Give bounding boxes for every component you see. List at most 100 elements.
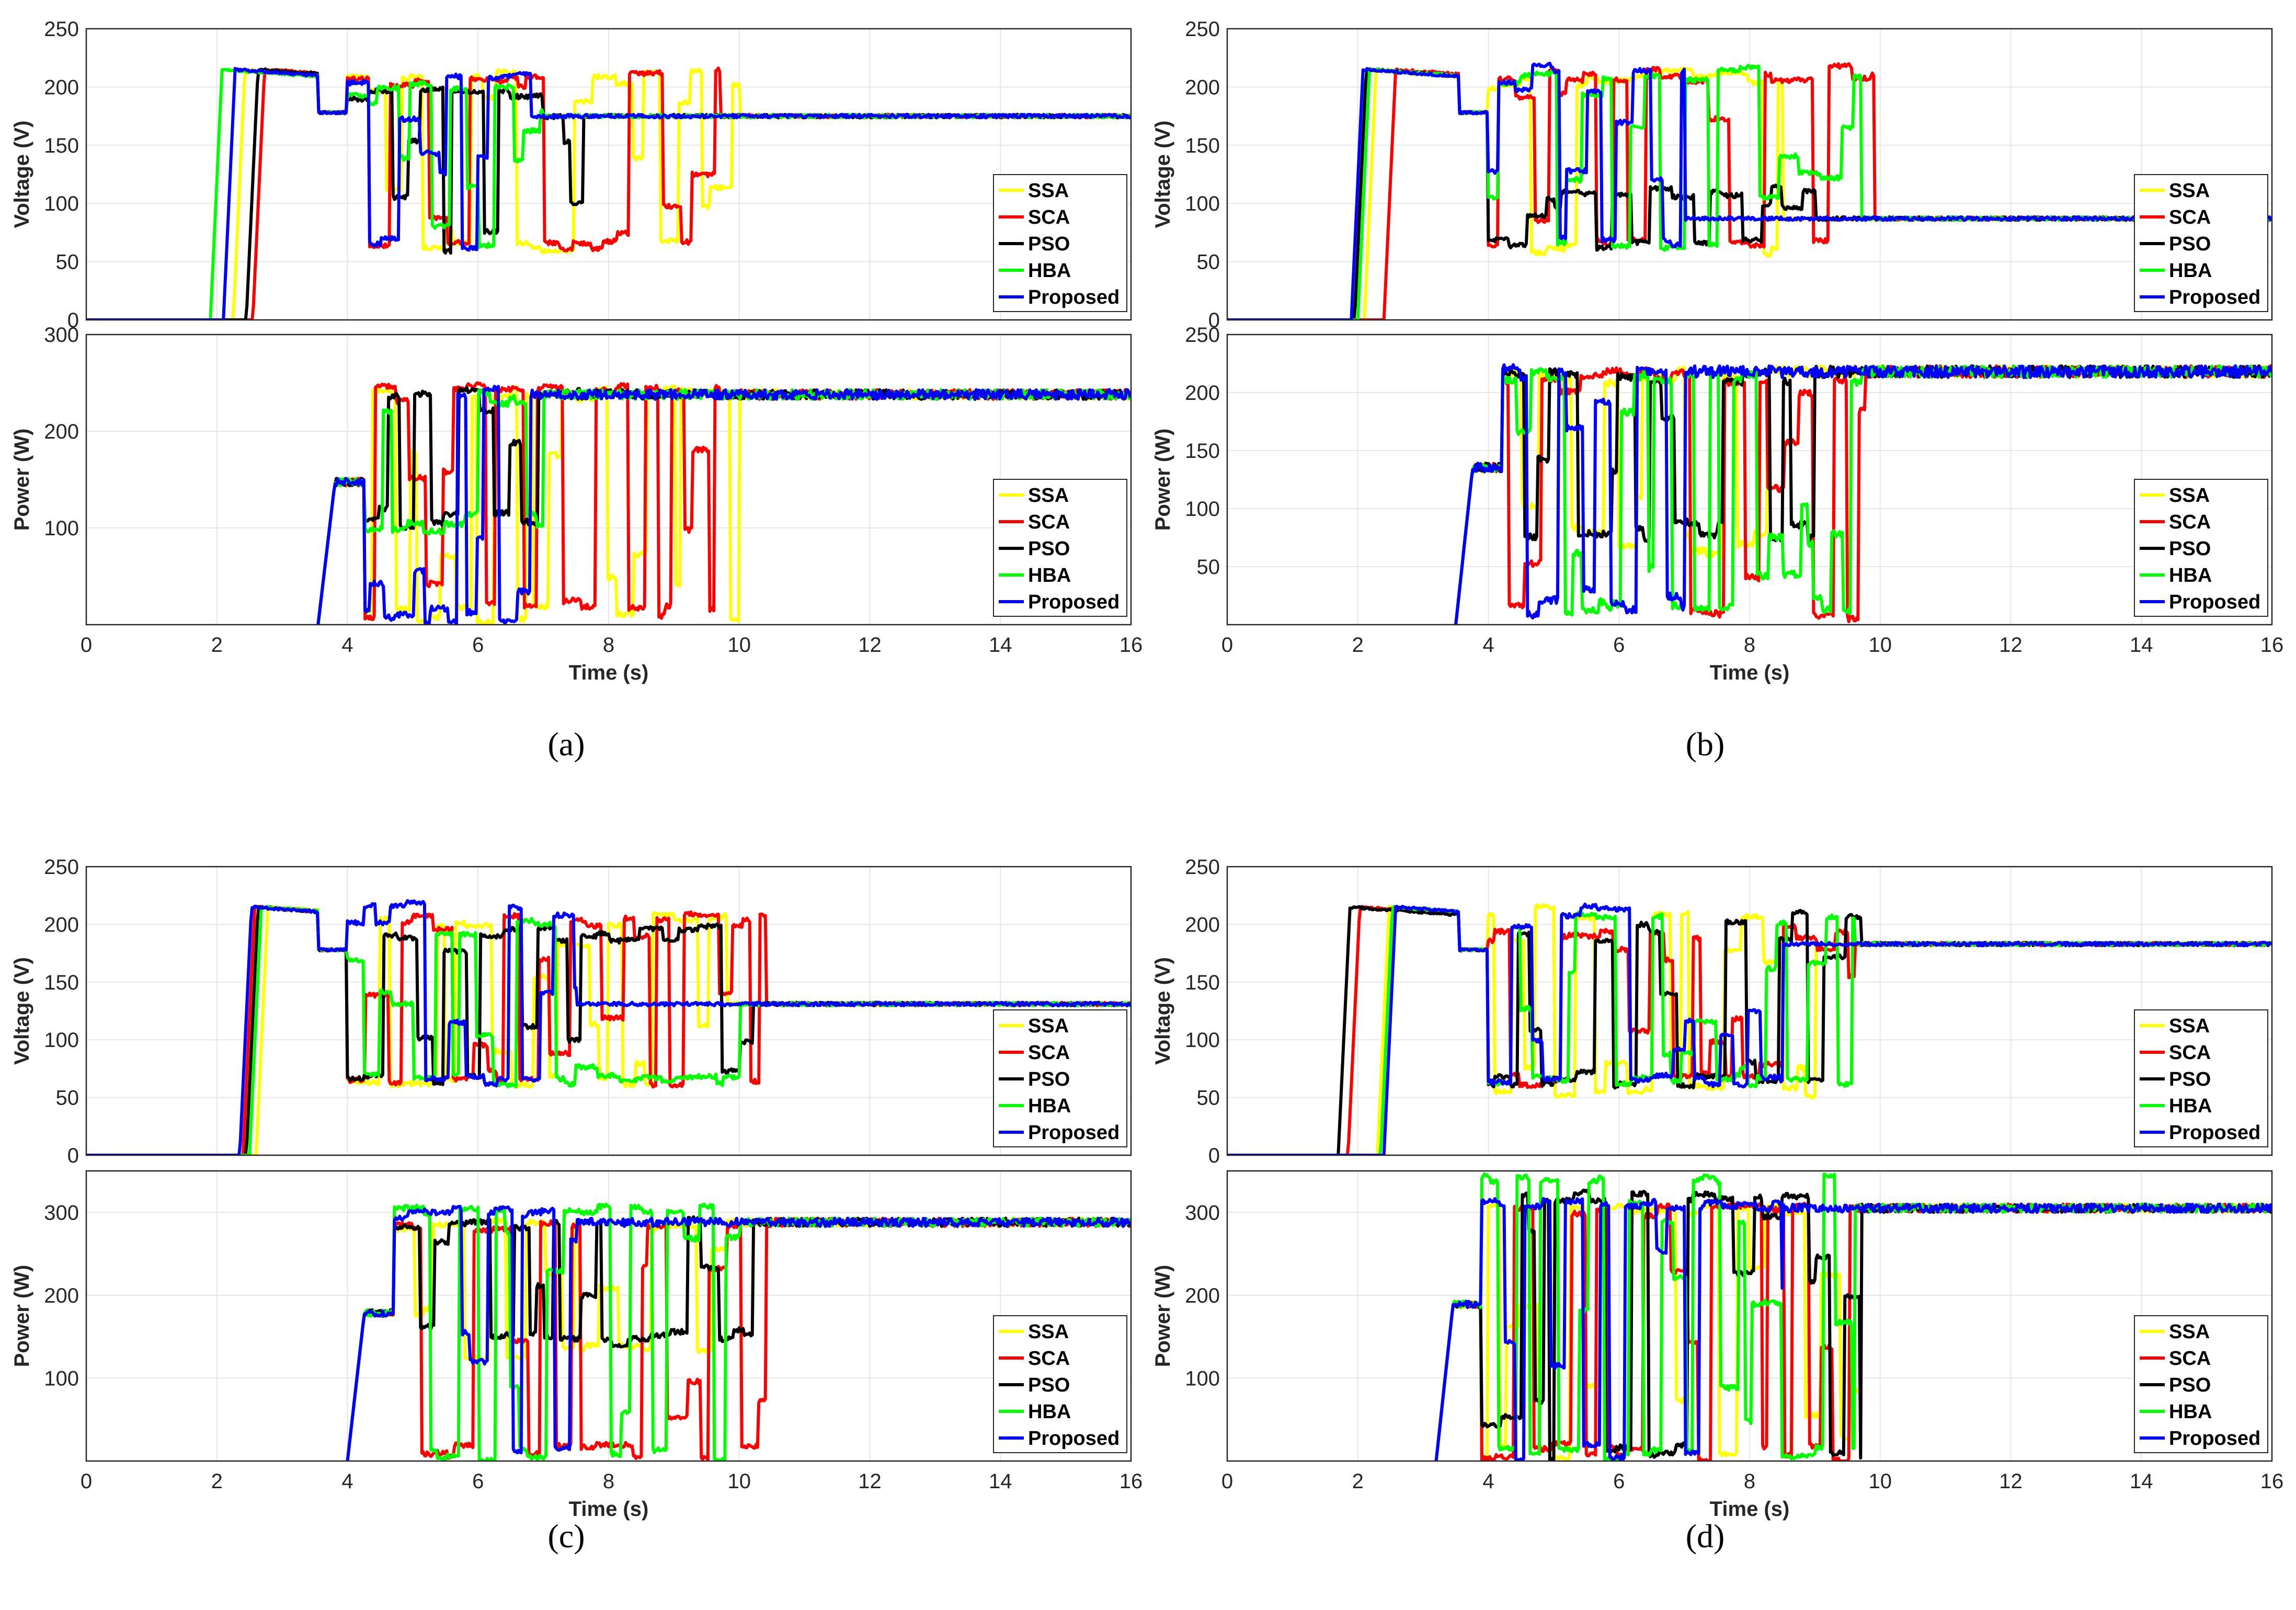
y-tick-label: 50 bbox=[1197, 251, 1220, 274]
legend-label-proposed: Proposed bbox=[1028, 591, 1120, 613]
legend-label-pso: PSO bbox=[2169, 233, 2211, 255]
x-tick-label: 14 bbox=[989, 634, 1012, 657]
x-tick-label: 8 bbox=[603, 634, 614, 657]
y-tick-label: 50 bbox=[1197, 556, 1220, 579]
axes-box bbox=[85, 28, 1132, 321]
legend-label-sca: SCA bbox=[2169, 1348, 2211, 1370]
series-line-proposed bbox=[316, 385, 1131, 625]
x-tick-label: 4 bbox=[341, 634, 353, 657]
x-tick-label: 8 bbox=[1744, 1470, 1755, 1493]
axes-box bbox=[85, 1170, 1132, 1462]
y-tick-label: 0 bbox=[67, 309, 79, 332]
axes-box bbox=[1226, 866, 2273, 1156]
legend-label-proposed: Proposed bbox=[2169, 1122, 2260, 1144]
legend-label-sca: SCA bbox=[1028, 511, 1070, 533]
y-tick-label: 100 bbox=[44, 1367, 79, 1390]
legend-label-sca: SCA bbox=[1028, 206, 1070, 228]
legend-label-hba: HBA bbox=[2169, 260, 2212, 282]
legend-label-sca: SCA bbox=[2169, 511, 2211, 533]
x-tick-label: 12 bbox=[858, 1470, 882, 1493]
x-tick-label: 16 bbox=[2260, 634, 2284, 657]
x-tick-label: 14 bbox=[2130, 1470, 2153, 1493]
y-tick-label: 0 bbox=[67, 1144, 79, 1167]
y-tick-label: 150 bbox=[1185, 971, 1220, 994]
caption-d: (d) bbox=[1686, 1517, 1725, 1555]
y-tick-label: 150 bbox=[44, 134, 79, 157]
panel-c-power-plot: 100 200 300 0 2 4 6 8 10 12 14 16 Time (s) Power (W) S… bbox=[10, 1170, 1143, 1521]
legend-label-proposed: Proposed bbox=[2169, 286, 2260, 308]
x-tick-label: 10 bbox=[1869, 1470, 1892, 1493]
y-tick-label: 200 bbox=[1185, 1284, 1220, 1307]
axes-box bbox=[85, 866, 1132, 1156]
legend-label-hba: HBA bbox=[2169, 1095, 2212, 1117]
legend-label-hba: HBA bbox=[2169, 1401, 2212, 1423]
y-tick-label: 50 bbox=[1197, 1087, 1220, 1110]
x-tick-label: 2 bbox=[211, 634, 223, 657]
x-tick-label: 0 bbox=[81, 1470, 92, 1493]
y-tick-label: 100 bbox=[1185, 1029, 1220, 1052]
x-axis-label: Time (s) bbox=[1710, 1498, 1790, 1521]
caption-b: (b) bbox=[1686, 726, 1725, 763]
x-tick-label: 10 bbox=[728, 634, 751, 657]
legend-label-pso: PSO bbox=[2169, 1374, 2211, 1396]
y-tick-label: 150 bbox=[1185, 134, 1220, 157]
axes-box bbox=[1226, 28, 2273, 321]
axes-box bbox=[1226, 1170, 2273, 1462]
x-tick-label: 0 bbox=[1221, 634, 1233, 657]
x-tick-label: 4 bbox=[1482, 1470, 1494, 1493]
legend: SSA SCA PSO HBA Proposed bbox=[2134, 1009, 2268, 1147]
y-tick-label: 150 bbox=[1185, 440, 1220, 463]
x-tick-label: 12 bbox=[1999, 1470, 2023, 1493]
x-tick-label: 6 bbox=[1613, 1470, 1625, 1493]
x-tick-label: 4 bbox=[341, 1470, 353, 1493]
legend: SSA SCA PSO HBA Proposed bbox=[2134, 174, 2268, 312]
y-tick-label: 200 bbox=[1185, 382, 1220, 405]
y-tick-label: 50 bbox=[56, 1087, 79, 1110]
x-tick-label: 6 bbox=[472, 634, 484, 657]
legend-label-sca: SCA bbox=[2169, 1042, 2211, 1064]
legend-label-proposed: Proposed bbox=[1028, 1122, 1120, 1144]
x-tick-label: 2 bbox=[1352, 634, 1364, 657]
legend: SSA SCA PSO HBA Proposed bbox=[993, 1009, 1127, 1147]
y-axis-label: Voltage (V) bbox=[10, 121, 33, 228]
x-tick-label: 12 bbox=[1999, 634, 2023, 657]
x-tick-label: 8 bbox=[603, 1470, 614, 1493]
legend-label-proposed: Proposed bbox=[2169, 591, 2260, 613]
x-tick-label: 0 bbox=[81, 634, 92, 657]
panel-c-voltage-plot: 0 50 100 150 200 250 Voltage (V) SSA SCA PSO HBA Pr… bbox=[10, 856, 1132, 1167]
x-tick-label: 14 bbox=[2130, 634, 2153, 657]
y-tick-label: 250 bbox=[1185, 856, 1220, 879]
y-tick-label: 200 bbox=[1185, 76, 1220, 99]
series-line-hba bbox=[1434, 1172, 2272, 1461]
x-tick-label: 0 bbox=[1221, 1470, 1233, 1493]
legend-label-hba: HBA bbox=[1028, 1095, 1071, 1117]
x-tick-label: 6 bbox=[1613, 634, 1625, 657]
legend-label-hba: HBA bbox=[1028, 1401, 1071, 1423]
series-line-proposed bbox=[1227, 62, 2272, 320]
y-axis-label: Power (W) bbox=[1151, 429, 1174, 531]
x-axis-label: Time (s) bbox=[1710, 661, 1790, 684]
series-line-hba bbox=[316, 388, 1131, 625]
legend-label-proposed: Proposed bbox=[1028, 1428, 1120, 1450]
legend-label-pso: PSO bbox=[1028, 1374, 1070, 1396]
y-tick-label: 100 bbox=[44, 1029, 79, 1052]
y-tick-label: 100 bbox=[1185, 1367, 1220, 1390]
legend: SSA SCA PSO HBA Proposed bbox=[993, 1315, 1127, 1453]
panel-a-voltage-plot: 0 50 100 150 200 250 Voltage (V) SSA SCA PSO HBA Pr… bbox=[10, 18, 1132, 332]
legend-label-proposed: Proposed bbox=[2169, 1428, 2260, 1450]
y-tick-label: 100 bbox=[1185, 192, 1220, 215]
panel-b-voltage-plot: 0 50 100 150 200 250 Voltage (V) SSA SCA PSO HBA Pr… bbox=[1151, 18, 2273, 332]
y-axis-label: Power (W) bbox=[10, 1265, 33, 1367]
legend: SSA SCA PSO HBA Proposed bbox=[993, 479, 1127, 617]
legend: SSA SCA PSO HBA Proposed bbox=[2134, 479, 2268, 617]
legend-label-ssa: SSA bbox=[2169, 180, 2210, 202]
legend-label-pso: PSO bbox=[1028, 538, 1070, 560]
y-tick-label: 50 bbox=[56, 251, 79, 274]
x-tick-label: 16 bbox=[2260, 1470, 2284, 1493]
x-tick-label: 12 bbox=[858, 634, 882, 657]
y-tick-label: 250 bbox=[1185, 324, 1220, 347]
y-axis-label: Power (W) bbox=[10, 429, 33, 531]
x-tick-label: 10 bbox=[728, 1470, 751, 1493]
x-tick-label: 16 bbox=[1120, 634, 1143, 657]
